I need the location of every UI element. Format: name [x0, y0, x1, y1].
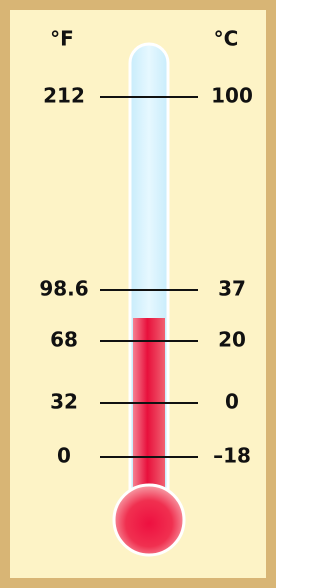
thermometer-diagram: °F °C 212 100 98.6 37 68 20 32 0 0 –18 [0, 0, 276, 588]
celsius-label: 100 [211, 84, 253, 108]
celsius-unit: °C [214, 27, 239, 51]
fahrenheit-label: 0 [57, 444, 71, 468]
fahrenheit-unit: °F [50, 27, 74, 51]
celsius-label: 37 [218, 277, 246, 301]
bulb [114, 485, 184, 555]
fahrenheit-label: 212 [43, 84, 85, 108]
celsius-label: 0 [225, 390, 239, 414]
fahrenheit-label: 98.6 [39, 277, 88, 301]
celsius-label: –18 [213, 444, 251, 468]
fahrenheit-label: 32 [50, 390, 78, 414]
celsius-label: 20 [218, 328, 246, 352]
fahrenheit-label: 68 [50, 328, 78, 352]
